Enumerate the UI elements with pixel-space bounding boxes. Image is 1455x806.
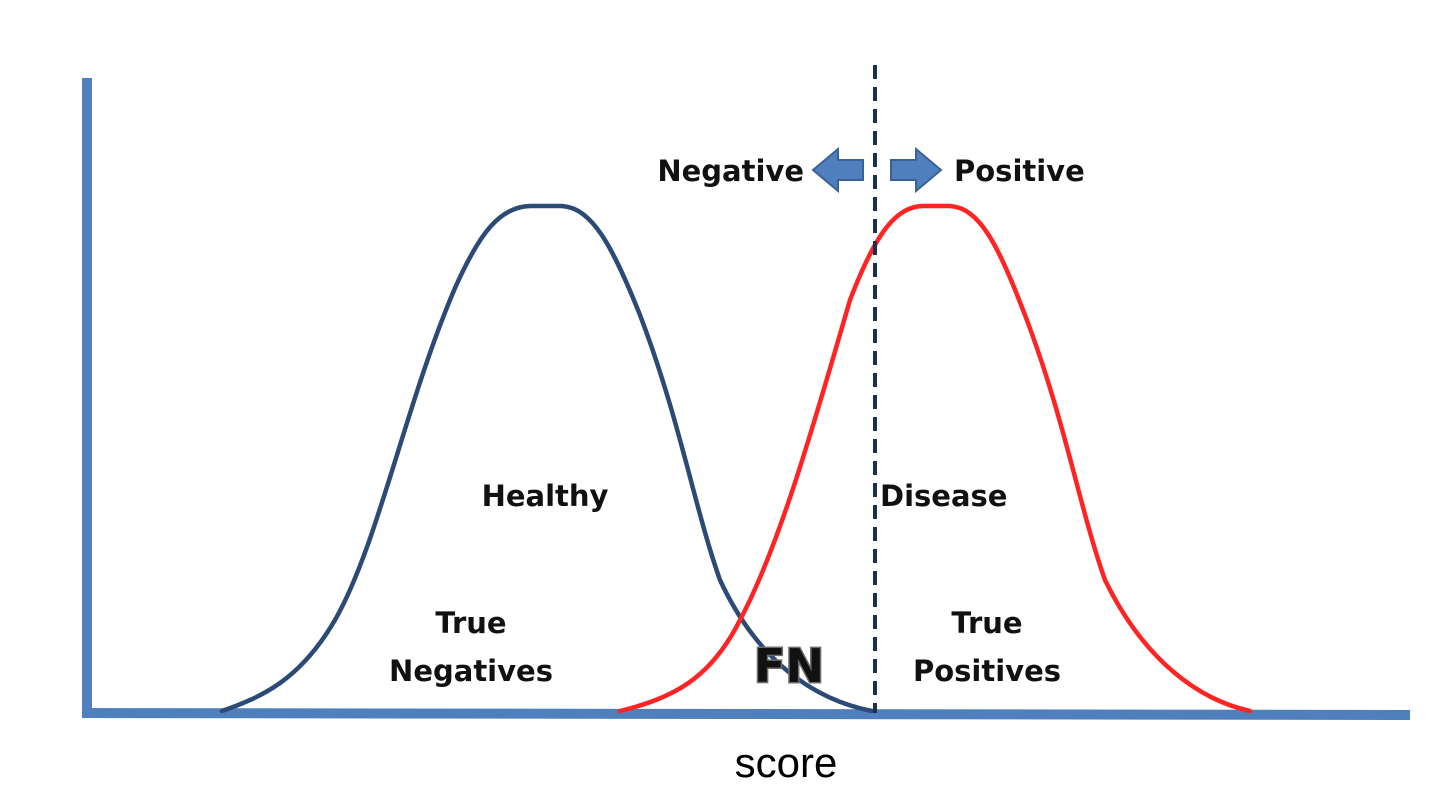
healthy-curve — [219, 203, 875, 714]
disease-curve — [617, 203, 1253, 714]
healthy-label: Healthy — [482, 479, 609, 513]
true-negatives-label-line1: True — [435, 606, 506, 640]
true-negatives-label-line2: Negatives — [389, 654, 553, 688]
false-negatives-label: FN — [754, 639, 824, 693]
arrow-left-icon — [811, 146, 864, 194]
negative-label: Negative — [657, 154, 804, 188]
x-axis-label: score — [735, 739, 838, 786]
true-positives-label-line1: True — [951, 606, 1022, 640]
disease-label: Disease — [880, 479, 1007, 513]
true-positives-label-line2: Positives — [913, 654, 1061, 688]
positive-label: Positive — [954, 154, 1085, 188]
x-axis — [81, 708, 1411, 720]
arrow-right-icon — [890, 146, 943, 194]
